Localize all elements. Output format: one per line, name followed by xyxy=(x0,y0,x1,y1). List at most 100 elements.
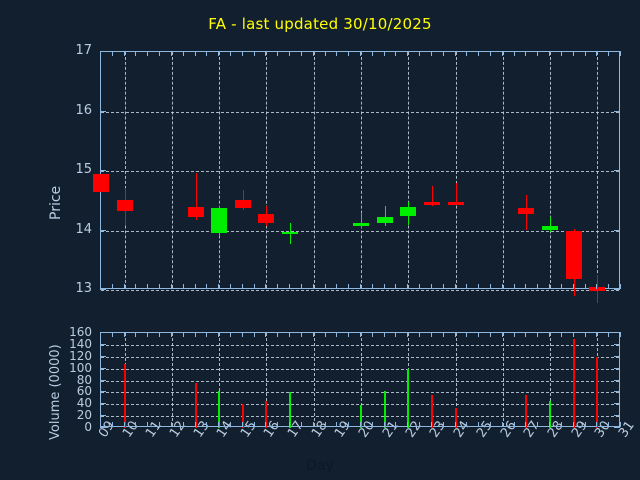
axis-tick xyxy=(277,51,279,56)
axis-tick xyxy=(277,422,279,427)
axis-tick xyxy=(466,422,468,427)
axis-tick xyxy=(501,51,503,56)
axis-tick xyxy=(100,332,101,337)
candle-body xyxy=(234,199,251,209)
axis-tick xyxy=(123,51,125,56)
volume-bar xyxy=(360,405,362,428)
axis-tick xyxy=(490,51,491,56)
price-gridline xyxy=(101,171,619,172)
candle-body xyxy=(211,207,228,234)
axis-tick xyxy=(300,422,302,427)
candle-body xyxy=(187,206,204,218)
candle-wick xyxy=(195,172,197,220)
candle-body xyxy=(518,207,535,214)
axis-tick xyxy=(501,332,503,337)
price-gridline-vertical xyxy=(455,52,457,288)
axis-tick xyxy=(419,284,421,289)
volume-bar xyxy=(596,356,599,428)
axis-tick xyxy=(584,284,586,289)
axis-tick xyxy=(525,284,527,289)
axis-tick xyxy=(620,284,621,289)
axis-tick xyxy=(348,284,350,289)
axis-tick xyxy=(501,422,503,427)
axis-tick xyxy=(360,51,361,56)
price-gridline-vertical xyxy=(550,52,552,288)
axis-tick xyxy=(182,332,184,337)
axis-tick xyxy=(513,51,515,56)
axis-tick xyxy=(135,422,137,427)
axis-tick xyxy=(170,332,172,337)
volume-tick-label: 20 xyxy=(76,408,92,423)
volume-tick-label: 60 xyxy=(76,384,92,399)
axis-tick xyxy=(407,332,409,337)
axis-tick xyxy=(614,391,620,393)
axis-tick xyxy=(614,229,620,231)
axis-tick xyxy=(525,51,527,56)
axis-tick xyxy=(324,332,326,337)
axis-tick xyxy=(100,379,106,381)
axis-tick xyxy=(614,379,620,381)
axis-tick xyxy=(614,415,620,417)
axis-tick xyxy=(100,343,106,345)
axis-tick xyxy=(100,289,106,290)
price-gridline-vertical xyxy=(313,52,315,288)
axis-tick xyxy=(614,427,620,428)
axis-tick xyxy=(537,51,539,56)
price-gridline-vertical xyxy=(408,52,410,288)
volume-gridline-vertical xyxy=(455,333,457,426)
axis-tick xyxy=(289,284,291,289)
axis-tick xyxy=(560,51,562,56)
axis-tick xyxy=(454,332,456,337)
axis-tick xyxy=(300,51,302,56)
volume-bar xyxy=(265,400,268,428)
axis-tick xyxy=(336,284,338,289)
axis-tick xyxy=(395,51,397,56)
axis-tick xyxy=(407,51,409,56)
axis-tick xyxy=(241,51,243,56)
axis-tick xyxy=(100,110,106,112)
volume-bar xyxy=(289,392,292,428)
axis-tick xyxy=(100,415,106,417)
axis-tick xyxy=(100,170,106,171)
volume-tick-label: 120 xyxy=(69,348,92,363)
axis-tick xyxy=(253,332,255,337)
axis-tick xyxy=(620,422,621,427)
axis-tick xyxy=(572,422,574,427)
axis-tick xyxy=(525,422,527,427)
axis-tick xyxy=(111,284,113,289)
axis-tick xyxy=(277,284,279,289)
price-gridline-vertical xyxy=(361,52,362,288)
candle-wick xyxy=(431,185,433,206)
axis-tick xyxy=(614,289,620,290)
axis-tick xyxy=(194,422,196,427)
volume-bar xyxy=(572,338,575,428)
volume-tick-label: 100 xyxy=(69,360,92,375)
axis-tick xyxy=(572,332,574,337)
axis-tick xyxy=(596,284,598,289)
axis-tick xyxy=(135,284,137,289)
axis-tick xyxy=(230,332,231,337)
axis-tick xyxy=(300,332,302,337)
candle-wick xyxy=(550,217,552,232)
axis-tick xyxy=(490,284,491,289)
axis-tick xyxy=(371,422,373,427)
axis-tick xyxy=(348,51,350,56)
axis-tick xyxy=(265,422,267,427)
axis-tick xyxy=(584,51,586,56)
axis-tick xyxy=(218,422,220,427)
candle-wick xyxy=(384,205,386,226)
axis-tick xyxy=(478,332,480,337)
axis-tick xyxy=(312,422,314,427)
axis-tick xyxy=(430,332,432,337)
axis-tick xyxy=(430,284,432,289)
axis-tick xyxy=(537,422,539,427)
volume-plot-area xyxy=(100,332,620,428)
axis-tick xyxy=(111,51,113,56)
candle-wick xyxy=(455,182,457,205)
candle-wick xyxy=(361,213,362,228)
axis-tick xyxy=(159,422,161,427)
candle-body xyxy=(447,201,464,205)
axis-tick xyxy=(159,332,161,337)
axis-tick xyxy=(490,422,491,427)
axis-tick xyxy=(253,284,255,289)
